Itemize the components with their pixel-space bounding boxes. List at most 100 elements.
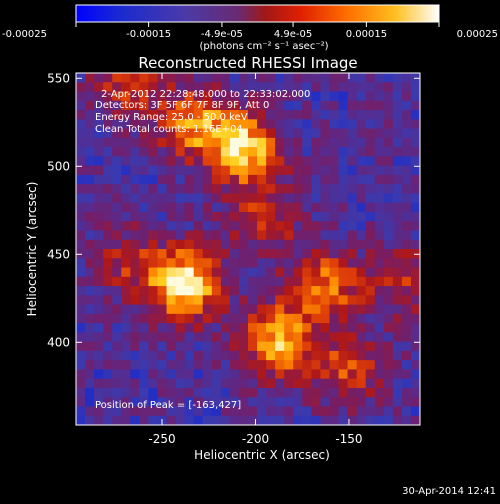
heatmap-cell [148,100,159,111]
heatmap-cell [365,258,376,269]
heatmap-cell [94,91,104,102]
heatmap-cell [85,239,95,250]
heatmap-cell [374,304,385,315]
heatmap-cell [202,156,213,167]
heatmap-cell [347,350,358,361]
heatmap-cell [184,323,195,333]
heatmap-cell [383,184,394,195]
heatmap-cell [130,323,140,333]
heatmap-cell [383,100,394,111]
heatmap-cell [175,267,186,278]
heatmap-cell [220,276,231,287]
heatmap-cell [220,174,231,185]
heatmap-cell [356,221,367,232]
heatmap-cell [202,397,213,408]
heatmap-cell [320,378,331,389]
heatmap-cell [275,239,285,250]
heatmap-cell [184,230,195,241]
heatmap-cell [202,286,213,296]
heatmap-cell [356,91,367,102]
heatmap-cell [175,397,186,408]
heatmap-cell [238,165,249,176]
heatmap-cell [121,387,131,398]
heatmap-cell [248,286,258,296]
heatmap-cell [166,221,177,232]
heatmap-cell [175,110,186,120]
heatmap-cell [401,156,412,167]
heatmap-cell [302,174,312,185]
heatmap-cell [392,91,403,102]
heatmap-cell [383,378,394,389]
heatmap-cell [275,276,285,287]
heatmap-cell [229,128,240,139]
heatmap-cell [401,360,412,371]
heatmap-cell [238,211,249,222]
heatmap-cell [175,147,186,157]
heatmap-cell [85,415,95,425]
heatmap-cell [112,110,122,120]
heatmap-cell [166,128,177,139]
heatmap-cell [266,211,276,222]
heatmap-cell [266,267,276,278]
heatmap-cell [94,119,104,130]
heatmap-cell [392,397,403,408]
heatmap-cell [401,119,412,130]
heatmap-cell [338,110,349,120]
heatmap-cell [284,286,294,296]
heatmap-cell [166,82,177,93]
heatmap-cell [410,137,420,148]
heatmap-cell [184,202,195,213]
heatmap-cell [103,387,113,398]
heatmap-cell [148,249,159,259]
heatmap-cell [347,184,358,195]
heatmap-cell [365,323,376,333]
heatmap-cell [320,137,331,148]
heatmap-cell [293,406,303,417]
heatmap-cell [275,406,285,417]
heatmap-cell [302,406,312,417]
heatmap-cell [148,221,159,232]
heatmap-cell [365,165,376,176]
heatmap-cell [356,415,367,425]
heatmap-cell [302,221,312,232]
heatmap-cell [302,313,312,324]
heatmap-cell [248,174,258,185]
axis-ticks: -250 -200 -150 400 450 500 550 [47,71,420,446]
heatmap-cell [157,174,168,185]
heatmap-cell [211,193,222,204]
heatmap-cell [157,295,168,306]
heatmap-cell [148,156,159,167]
heatmap-cell [148,137,159,148]
heatmap-cell [383,249,394,259]
heatmap-cell [184,387,195,398]
heatmap-cell [410,128,420,139]
heatmap-cell [238,313,249,324]
heatmap-cell [157,100,168,111]
heatmap-cell [193,193,204,204]
heatmap-cell [275,341,285,352]
heatmap-cell [184,406,195,417]
heatmap-cell [248,387,258,398]
heatmap-cell [202,230,213,241]
heatmap-cell [202,323,213,333]
heatmap-cell [329,91,340,102]
heatmap-cell [329,387,340,398]
heatmap-cell [356,156,367,167]
heatmap-cell [175,202,186,213]
heatmap-cell [401,295,412,306]
heatmap-cell [121,304,131,315]
heatmap-cell [257,147,267,157]
heatmap-cell [184,267,195,278]
heatmap-cell [238,249,249,259]
heatmap-cell [139,100,150,111]
heatmap-cell [365,82,376,93]
heatmap-cell [302,119,312,130]
heatmap-cell [266,249,276,259]
heatmap-cell [257,313,267,324]
heatmap-cell [356,258,367,269]
heatmap-cell [220,230,231,241]
heatmap-cell [166,239,177,250]
heatmap-cell [202,193,213,204]
heatmap-cell [293,91,303,102]
colorbar-tick-label: -0.00025 [2,29,47,40]
